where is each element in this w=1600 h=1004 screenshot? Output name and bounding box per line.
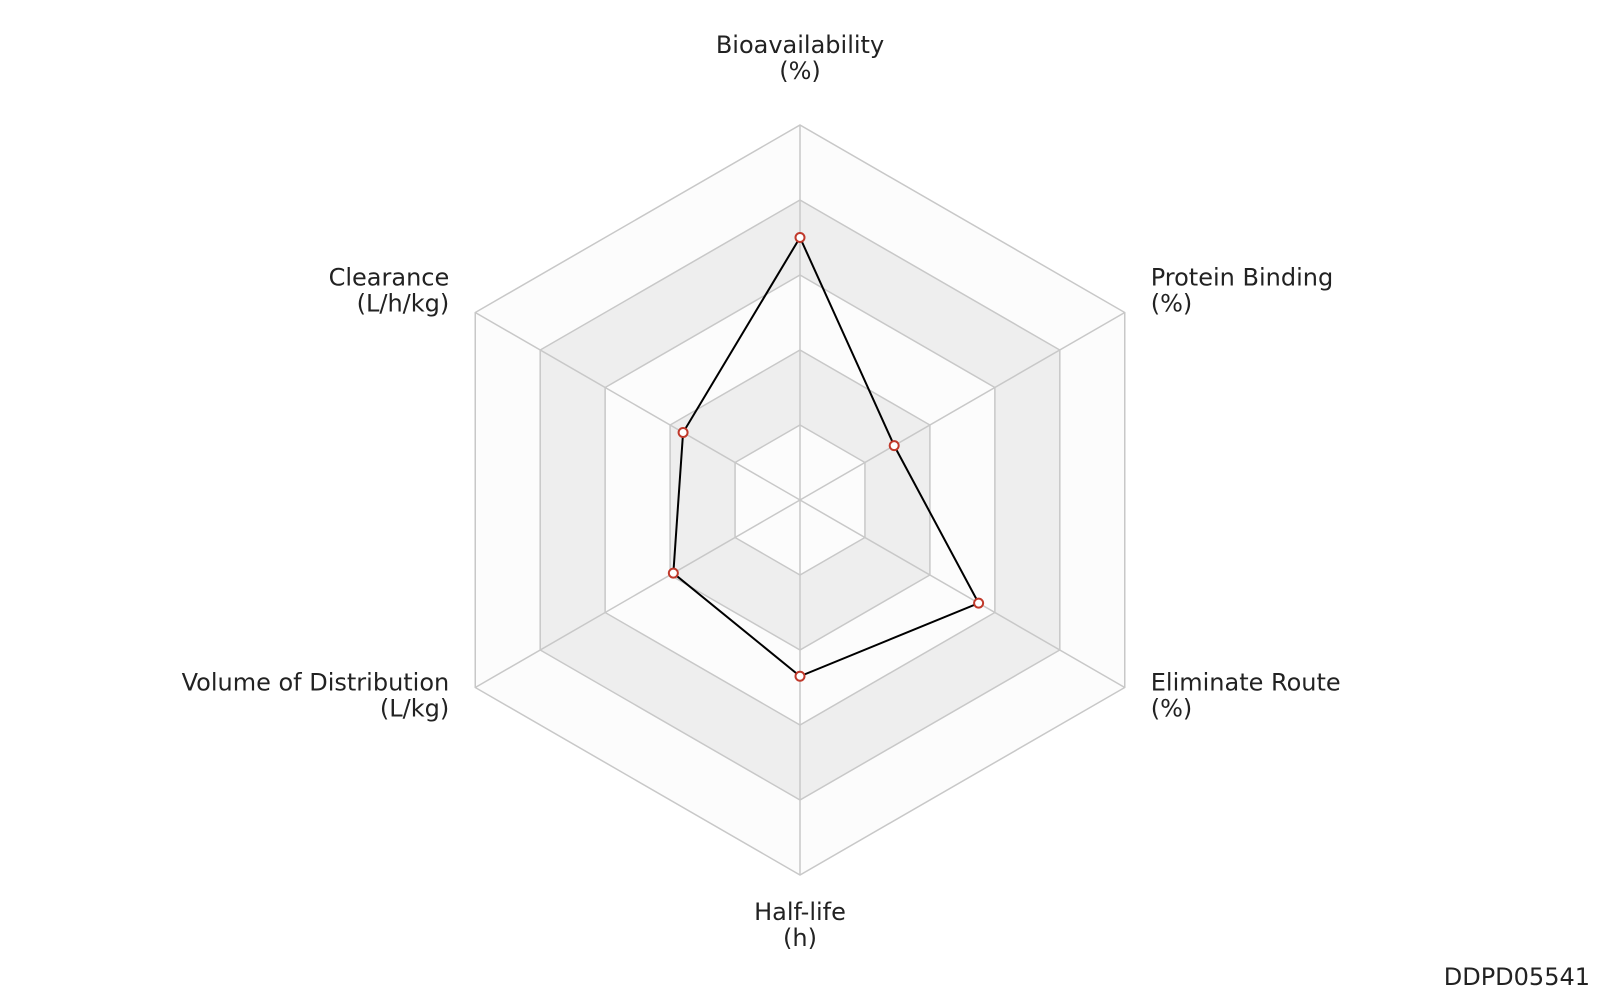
axis-spoke — [799, 311, 1126, 501]
data-point — [973, 597, 985, 609]
data-point — [794, 232, 806, 243]
axis-spoke — [799, 499, 1126, 689]
axis-spoke — [474, 311, 801, 501]
axis-spoke — [474, 499, 801, 689]
axis-unit: (L/h/kg) — [357, 290, 450, 318]
axis-label: Volume of Distribution — [182, 669, 450, 697]
data-point — [794, 670, 806, 682]
data-point — [667, 567, 679, 579]
axis-unit: (%) — [1151, 695, 1193, 723]
axis-unit: (%) — [1151, 290, 1193, 318]
axis-label: Half-life — [754, 898, 846, 926]
axis-unit: (%) — [779, 57, 821, 85]
axis-label: Protein Binding — [1151, 264, 1333, 292]
axis-unit: (L/kg) — [380, 695, 449, 723]
data-point — [677, 427, 689, 438]
axis-label: Eliminate Route — [1151, 669, 1341, 697]
axis-label: Clearance — [329, 264, 450, 292]
data-point — [888, 440, 900, 452]
axis-unit: (h) — [783, 924, 817, 952]
watermark: DDPD05541 — [1444, 963, 1590, 991]
axis-label: Bioavailability — [716, 31, 884, 59]
